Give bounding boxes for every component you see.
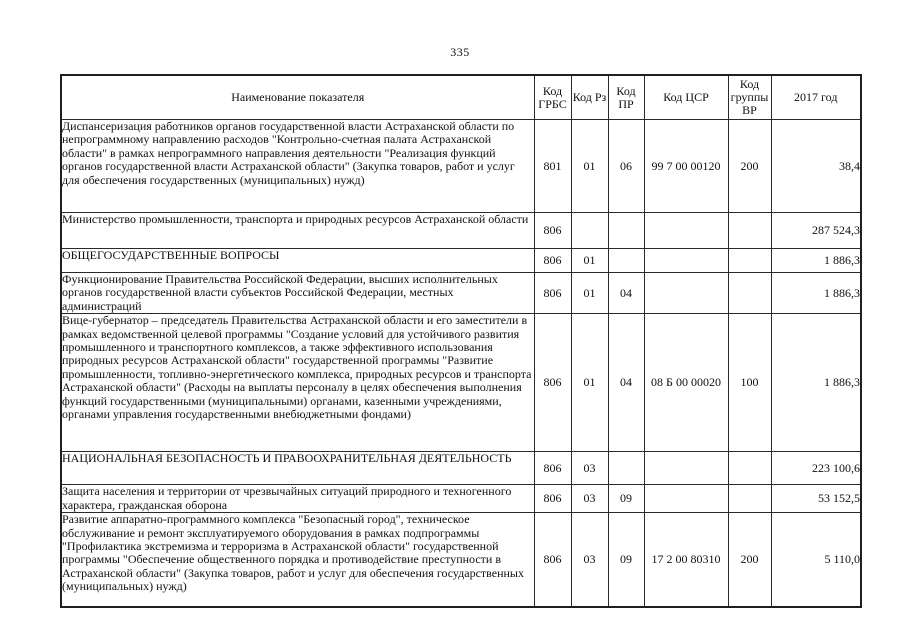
page-number: 335	[450, 45, 470, 59]
table-row: Защита населения и территории от чрезвыч…	[60, 484, 862, 514]
vr-group-code-cell: 200	[727, 512, 772, 608]
vr-group-code-cell: 200	[727, 119, 772, 213]
rz-code-cell: 01	[570, 119, 609, 213]
vr-group-code-cell	[727, 248, 772, 273]
csr-code-cell: 17 2 00 80310	[643, 512, 729, 608]
header-vr-group-code: Код группы ВР	[727, 74, 772, 120]
amount-2017-cell: 5 110,0	[770, 512, 862, 608]
indicator-name-cell: Защита населения и территории от чрезвыч…	[60, 484, 535, 514]
csr-code-cell	[643, 212, 729, 249]
csr-code-cell: 99 7 00 00120	[643, 119, 729, 213]
header-csr-code: Код ЦСР	[643, 74, 729, 120]
grbs-code-cell: 806	[533, 451, 572, 486]
indicator-name-cell: Развитие аппаратно-программного комплекс…	[60, 512, 535, 608]
indicator-name-cell: Диспансеризация работников органов госуд…	[60, 119, 535, 213]
rz-code-cell: 01	[570, 248, 609, 273]
indicator-name-cell: ОБЩЕГОСУДАРСТВЕННЫЕ ВОПРОСЫ	[60, 248, 535, 273]
indicator-name-cell: Министерство промышленности, транспорта …	[60, 212, 535, 249]
vr-group-code-cell	[727, 212, 772, 249]
grbs-code-cell: 806	[533, 313, 572, 453]
amount-2017-cell: 53 152,5	[770, 484, 862, 514]
table-row: Министерство промышленности, транспорта …	[60, 212, 862, 249]
table-header-row: Наименование показателя Код ГРБС Код Рз …	[60, 74, 862, 120]
table-row: НАЦИОНАЛЬНАЯ БЕЗОПАСНОСТЬ И ПРАВООХРАНИТ…	[60, 451, 862, 486]
budget-table: Наименование показателя Код ГРБС Код Рз …	[60, 74, 862, 608]
header-indicator-name: Наименование показателя	[60, 74, 535, 120]
grbs-code-cell: 801	[533, 119, 572, 213]
rz-code-cell: 03	[570, 484, 609, 514]
grbs-code-cell: 806	[533, 271, 572, 315]
header-rz-code: Код Рз	[570, 74, 609, 120]
header-grbs-code: Код ГРБС	[533, 74, 572, 120]
amount-2017-cell: 223 100,6	[770, 451, 862, 486]
pr-code-cell: 09	[607, 484, 645, 514]
table-row: Функционирование Правительства Российско…	[60, 271, 862, 315]
indicator-name-cell: Вице-губернатор – председатель Правитель…	[60, 313, 535, 453]
amount-2017-cell: 1 886,3	[770, 313, 862, 453]
csr-code-cell	[643, 451, 729, 486]
table-row: Вице-губернатор – председатель Правитель…	[60, 313, 862, 453]
pr-code-cell: 04	[607, 271, 645, 315]
indicator-name-cell: Функционирование Правительства Российско…	[60, 271, 535, 315]
csr-code-cell	[643, 484, 729, 514]
pr-code-cell: 09	[607, 512, 645, 608]
grbs-code-cell: 806	[533, 512, 572, 608]
csr-code-cell	[643, 271, 729, 315]
header-year-2017: 2017 год	[770, 74, 862, 120]
grbs-code-cell: 806	[533, 212, 572, 249]
header-pr-code: Код ПР	[607, 74, 645, 120]
amount-2017-cell: 1 886,3	[770, 248, 862, 273]
pr-code-cell: 06	[607, 119, 645, 213]
rz-code-cell: 01	[570, 271, 609, 315]
vr-group-code-cell: 100	[727, 313, 772, 453]
amount-2017-cell: 287 524,3	[770, 212, 862, 249]
pr-code-cell	[607, 248, 645, 273]
table-row: ОБЩЕГОСУДАРСТВЕННЫЕ ВОПРОСЫ 806 01 1 886…	[60, 248, 862, 273]
pr-code-cell: 04	[607, 313, 645, 453]
amount-2017-cell: 1 886,3	[770, 271, 862, 315]
indicator-name-cell: НАЦИОНАЛЬНАЯ БЕЗОПАСНОСТЬ И ПРАВООХРАНИТ…	[60, 451, 535, 486]
pr-code-cell	[607, 212, 645, 249]
rz-code-cell: 03	[570, 451, 609, 486]
csr-code-cell: 08 Б 00 00020	[643, 313, 729, 453]
rz-code-cell: 01	[570, 313, 609, 453]
grbs-code-cell: 806	[533, 484, 572, 514]
grbs-code-cell: 806	[533, 248, 572, 273]
pr-code-cell	[607, 451, 645, 486]
rz-code-cell	[570, 212, 609, 249]
csr-code-cell	[643, 248, 729, 273]
vr-group-code-cell	[727, 484, 772, 514]
table-row: Развитие аппаратно-программного комплекс…	[60, 512, 862, 608]
vr-group-code-cell	[727, 271, 772, 315]
amount-2017-cell: 38,4	[770, 119, 862, 213]
vr-group-code-cell	[727, 451, 772, 486]
rz-code-cell: 03	[570, 512, 609, 608]
table-row: Диспансеризация работников органов госуд…	[60, 119, 862, 213]
